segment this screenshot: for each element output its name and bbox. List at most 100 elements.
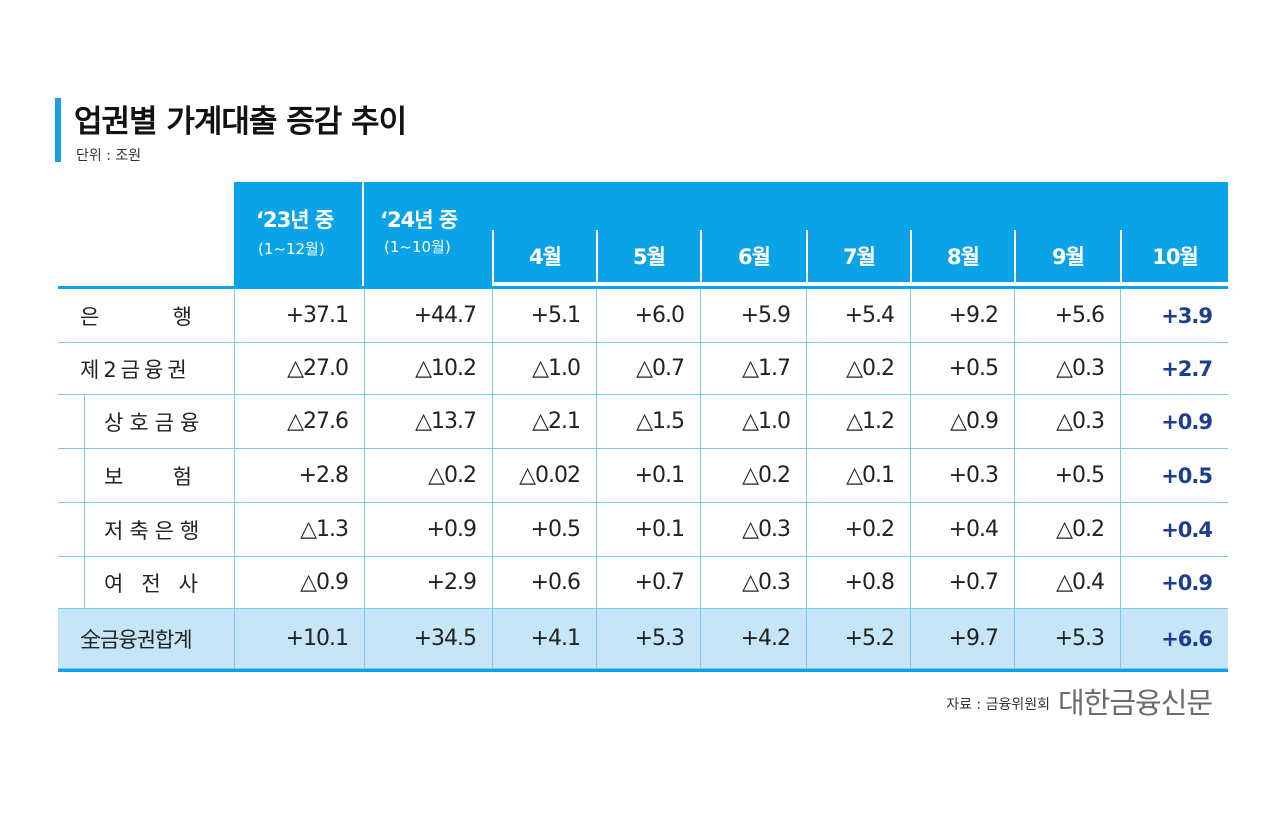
table-cell: +2.7 bbox=[1120, 343, 1228, 394]
header-month-1: 4월 bbox=[492, 230, 596, 282]
table-cell: +5.3 bbox=[596, 609, 700, 668]
header-sub-2023: (1~12월) bbox=[258, 240, 325, 258]
table-cell: △0.9 bbox=[234, 557, 364, 608]
table-cell: +4.2 bbox=[700, 609, 806, 668]
table-cell: +0.5 bbox=[910, 343, 1014, 394]
table-cell: +5.2 bbox=[806, 609, 910, 668]
header-cell-2023: ‘23년 중 (1~12월) bbox=[234, 182, 362, 286]
row-label: 저축은행 bbox=[104, 518, 206, 543]
total-row-background bbox=[58, 609, 1228, 669]
source-note: 자료 : 금융위원회 bbox=[946, 697, 1050, 713]
table-cell: +0.7 bbox=[596, 557, 700, 608]
title-accent-bar bbox=[55, 98, 61, 162]
row-label-part: 행 bbox=[172, 304, 210, 329]
table-cell: +34.5 bbox=[364, 609, 492, 668]
table-cell: △0.1 bbox=[806, 449, 910, 502]
table-cell: +0.2 bbox=[806, 503, 910, 556]
table-row: 여전사 △0.9 +2.9 +0.6 +0.7 △0.3 +0.8 +0.7 △0.4 +0.9 bbox=[58, 557, 1228, 609]
table-row: 제2금융권 △27.0 △10.2 △1.0 △0.7 △1.7 △0.2 +0.5 △0.3 +… bbox=[58, 343, 1228, 395]
header-month-7: 10월 bbox=[1120, 230, 1228, 282]
table-cell: △1.2 bbox=[806, 395, 910, 448]
table-cell: +0.9 bbox=[364, 503, 492, 556]
header-label-2024: ‘24년 중 bbox=[380, 208, 458, 232]
table-cell: △2.1 bbox=[492, 395, 596, 448]
page-title: 업권별 가계대출 증감 추이 bbox=[74, 104, 407, 140]
header-month-3: 6월 bbox=[700, 230, 806, 282]
unit-label: 단위 : 조원 bbox=[76, 148, 142, 164]
header-label-2023: ‘23년 중 bbox=[256, 208, 334, 232]
header-month-2: 5월 bbox=[596, 230, 700, 282]
table-cell: +2.9 bbox=[364, 557, 492, 608]
table-cell: +0.9 bbox=[1120, 557, 1228, 608]
table-cell: △0.3 bbox=[700, 557, 806, 608]
table-cell: +6.0 bbox=[596, 289, 700, 342]
table-cell: +0.6 bbox=[492, 557, 596, 608]
table-cell: △13.7 bbox=[364, 395, 492, 448]
press-logo: 대한금융신문 bbox=[1058, 686, 1213, 720]
header-month-4: 7월 bbox=[806, 230, 910, 282]
table-cell: △0.9 bbox=[910, 395, 1014, 448]
row-label-part: 은 bbox=[80, 304, 118, 329]
table-cell: +2.8 bbox=[234, 449, 364, 502]
row-label: 全금융권합계 bbox=[80, 627, 193, 652]
indent-divider bbox=[84, 503, 85, 556]
row-label: 여전사 bbox=[104, 571, 216, 596]
table-cell: △27.0 bbox=[234, 343, 364, 394]
table-cell: △27.6 bbox=[234, 395, 364, 448]
table-cell: △0.2 bbox=[700, 449, 806, 502]
indent-divider bbox=[84, 449, 85, 502]
table-cell: +5.3 bbox=[1014, 609, 1120, 668]
table-cell: +0.7 bbox=[910, 557, 1014, 608]
table-cell: +9.7 bbox=[910, 609, 1014, 668]
table-cell: △0.2 bbox=[364, 449, 492, 502]
table-row: 全금융권합계 +10.1 +34.5 +4.1 +5.3 +4.2 +5.2 +9.7 +5.3… bbox=[58, 609, 1228, 669]
table-cell: △0.3 bbox=[700, 503, 806, 556]
table-cell: +0.8 bbox=[806, 557, 910, 608]
row-label: 제2금융권 bbox=[80, 357, 191, 382]
table-cell: △1.5 bbox=[596, 395, 700, 448]
table-cell: +0.5 bbox=[1014, 449, 1120, 502]
table-cell: +0.1 bbox=[596, 449, 700, 502]
header-bottom-line bbox=[58, 286, 1228, 289]
table-cell: +0.3 bbox=[910, 449, 1014, 502]
table-cell: △0.2 bbox=[806, 343, 910, 394]
loan-table: ‘23년 중 (1~12월) ‘24년 중 (1~10월) 4월 5월 6월 7월 8월… bbox=[58, 182, 1228, 672]
table-cell: +0.1 bbox=[596, 503, 700, 556]
row-label: 상호금융 bbox=[104, 410, 206, 435]
row-label-part: 험 bbox=[172, 464, 210, 489]
table-cell: △0.02 bbox=[492, 449, 596, 502]
table-cell: △0.3 bbox=[1014, 395, 1120, 448]
table-cell: △0.4 bbox=[1014, 557, 1120, 608]
table-cell: +5.1 bbox=[492, 289, 596, 342]
table-cell: △0.3 bbox=[1014, 343, 1120, 394]
table-cell: +6.6 bbox=[1120, 609, 1228, 668]
row-label-part: 보 bbox=[104, 464, 142, 489]
table-cell: △1.3 bbox=[234, 503, 364, 556]
table-row: 저축은행 △1.3 +0.9 +0.5 +0.1 △0.3 +0.2 +0.4 △0.2 +0.4 bbox=[58, 503, 1228, 557]
table-cell: +9.2 bbox=[910, 289, 1014, 342]
table-row: 보 험 +2.8 △0.2 △0.02 +0.1 △0.2 △0.1 +0.3 +0.5 +0.5 bbox=[58, 449, 1228, 503]
table-cell: +37.1 bbox=[234, 289, 364, 342]
table-cell: +10.1 bbox=[234, 609, 364, 668]
table-row: 은 행 +37.1 +44.7 +5.1 +6.0 +5.9 +5.4 +9.2 +5.6 +3.9 bbox=[58, 289, 1228, 343]
table-cell: △1.0 bbox=[700, 395, 806, 448]
table-cell: +5.6 bbox=[1014, 289, 1120, 342]
table-cell: △1.0 bbox=[492, 343, 596, 394]
header-sub-2024: (1~10월) bbox=[384, 238, 451, 256]
table-row: 상호금융 △27.6 △13.7 △2.1 △1.5 △1.0 △1.2 △0.9 △0.3 +0… bbox=[58, 395, 1228, 449]
table-cell: +0.4 bbox=[910, 503, 1014, 556]
header-month-5: 8월 bbox=[910, 230, 1014, 282]
indent-divider bbox=[84, 557, 85, 608]
table-cell: +0.5 bbox=[1120, 449, 1228, 502]
table-cell: +3.9 bbox=[1120, 289, 1228, 342]
header-month-6: 9월 bbox=[1014, 230, 1120, 282]
table-cell: +0.5 bbox=[492, 503, 596, 556]
table-cell: △0.7 bbox=[596, 343, 700, 394]
table-cell: △0.2 bbox=[1014, 503, 1120, 556]
table-cell: +5.4 bbox=[806, 289, 910, 342]
table-cell: +5.9 bbox=[700, 289, 806, 342]
table-cell: +44.7 bbox=[364, 289, 492, 342]
indent-divider bbox=[84, 395, 85, 448]
